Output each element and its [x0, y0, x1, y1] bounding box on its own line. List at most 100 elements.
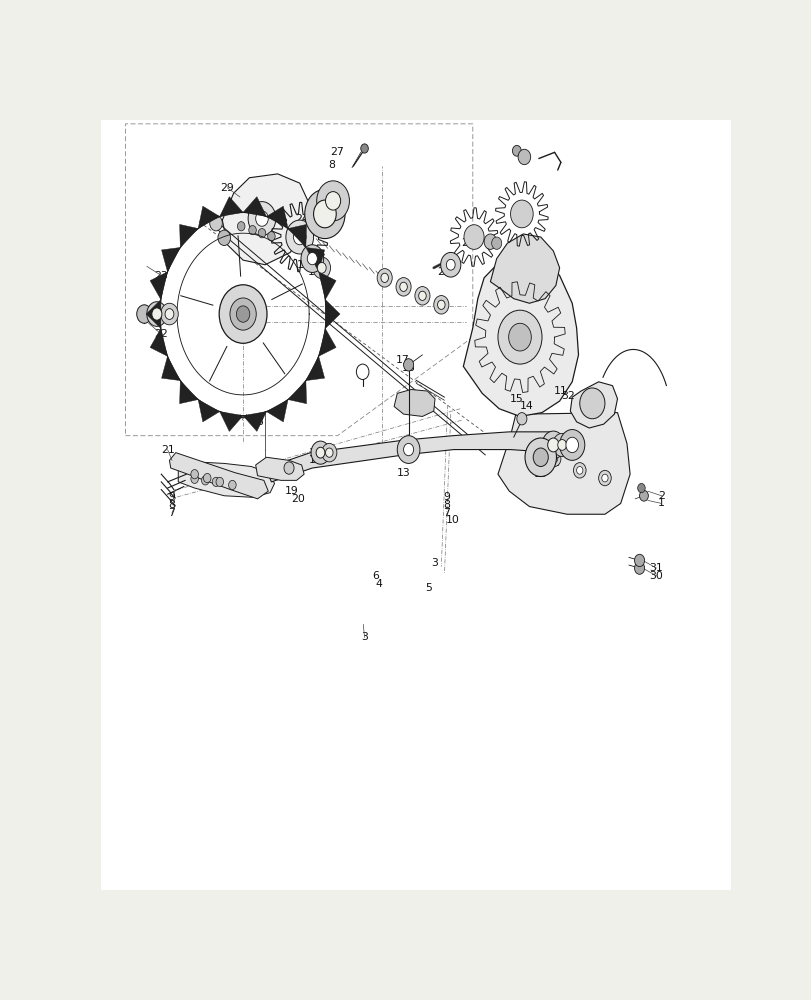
Polygon shape [220, 197, 242, 217]
Circle shape [285, 220, 313, 254]
Circle shape [216, 477, 223, 487]
Circle shape [317, 262, 326, 273]
Polygon shape [179, 224, 198, 247]
Circle shape [258, 229, 265, 238]
Circle shape [307, 252, 317, 265]
Text: 11: 11 [553, 386, 567, 396]
Text: 13: 13 [297, 260, 311, 270]
Text: 27: 27 [330, 147, 344, 157]
Text: 30: 30 [649, 571, 663, 581]
Text: 31: 31 [649, 563, 663, 573]
Circle shape [325, 192, 341, 210]
Text: 22: 22 [154, 329, 168, 339]
Circle shape [136, 305, 152, 323]
Polygon shape [393, 389, 435, 416]
Circle shape [313, 200, 336, 228]
Circle shape [637, 483, 645, 493]
Circle shape [573, 463, 586, 478]
Text: 11: 11 [308, 455, 322, 465]
Text: 14: 14 [519, 401, 533, 411]
Polygon shape [490, 234, 559, 303]
Polygon shape [178, 462, 274, 497]
Circle shape [579, 388, 604, 419]
Text: 3: 3 [361, 632, 367, 642]
Polygon shape [318, 272, 336, 300]
Text: 12: 12 [308, 448, 322, 458]
Text: 24: 24 [294, 214, 308, 224]
Circle shape [219, 285, 267, 343]
Polygon shape [220, 412, 242, 431]
Text: 13: 13 [533, 469, 547, 479]
Text: 8: 8 [328, 160, 334, 170]
Text: 16: 16 [401, 363, 415, 373]
Circle shape [229, 480, 236, 490]
Circle shape [399, 282, 407, 291]
Polygon shape [242, 197, 266, 217]
Circle shape [576, 466, 582, 474]
Circle shape [212, 477, 220, 487]
Circle shape [414, 287, 430, 305]
Polygon shape [255, 457, 304, 480]
Circle shape [376, 269, 392, 287]
Circle shape [633, 554, 644, 567]
Polygon shape [169, 453, 268, 499]
Circle shape [255, 211, 268, 226]
Polygon shape [288, 224, 307, 247]
Circle shape [565, 437, 577, 453]
Polygon shape [198, 206, 220, 229]
Circle shape [360, 144, 368, 153]
Polygon shape [266, 206, 288, 229]
Text: 13: 13 [439, 263, 453, 273]
Polygon shape [179, 381, 198, 404]
Circle shape [542, 431, 564, 459]
Text: 32: 32 [561, 391, 575, 401]
Circle shape [230, 298, 256, 330]
Circle shape [209, 215, 222, 231]
Text: 15: 15 [509, 394, 523, 404]
Text: 5: 5 [425, 583, 431, 593]
Circle shape [268, 232, 275, 241]
Circle shape [517, 413, 526, 425]
Circle shape [147, 302, 167, 326]
Polygon shape [463, 252, 577, 416]
Circle shape [533, 448, 547, 466]
Circle shape [639, 490, 647, 501]
Text: 4: 4 [375, 579, 381, 589]
Circle shape [512, 145, 521, 156]
Circle shape [517, 149, 530, 165]
Polygon shape [150, 272, 167, 300]
Circle shape [236, 306, 250, 322]
Text: 25: 25 [313, 206, 327, 216]
Circle shape [557, 440, 566, 450]
Circle shape [321, 443, 337, 462]
Text: 26: 26 [437, 267, 451, 277]
Circle shape [437, 300, 444, 309]
Text: 12: 12 [546, 458, 560, 468]
Text: 29: 29 [221, 183, 234, 193]
Text: 3: 3 [431, 558, 438, 568]
Circle shape [559, 430, 584, 460]
Circle shape [380, 273, 388, 282]
Text: 8: 8 [169, 500, 175, 510]
Circle shape [547, 438, 558, 452]
Circle shape [525, 438, 556, 477]
Polygon shape [318, 329, 336, 356]
Circle shape [152, 308, 161, 320]
Circle shape [217, 230, 230, 246]
Polygon shape [325, 300, 340, 329]
Circle shape [483, 234, 496, 249]
Text: 7: 7 [442, 508, 449, 518]
Circle shape [418, 291, 426, 300]
Circle shape [403, 359, 413, 371]
Text: 12: 12 [307, 267, 320, 277]
Circle shape [248, 225, 256, 235]
Polygon shape [222, 174, 307, 265]
Text: 13: 13 [397, 468, 410, 478]
Text: 20: 20 [290, 494, 304, 504]
Circle shape [165, 309, 174, 319]
Circle shape [325, 448, 333, 457]
Circle shape [161, 303, 178, 325]
Circle shape [301, 245, 324, 272]
Polygon shape [306, 356, 324, 381]
Polygon shape [497, 405, 629, 514]
